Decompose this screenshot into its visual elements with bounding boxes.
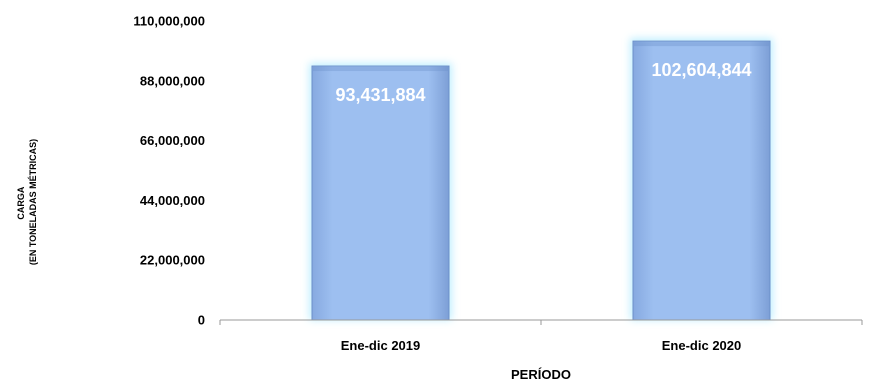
y-axis-title-line-2: (EN TONELADAS MÉTRICAS) — [28, 139, 38, 265]
y-axis-title: CARGA (EN TONELADAS MÉTRICAS) — [16, 139, 38, 265]
category-labels: Ene-dic 2019 Ene-dic 2020 — [341, 338, 742, 353]
x-axis-ticks — [219, 320, 863, 325]
y-axis-ticks: 0 22,000,000 44,000,000 66,000,000 88,000,00… — [133, 14, 205, 328]
bar-value-label: 102,604,844 — [651, 60, 751, 80]
bar — [311, 65, 450, 321]
bar-value-label: 93,431,884 — [335, 85, 425, 105]
y-axis-title-line-1: CARGA — [16, 186, 26, 219]
bar-bevel — [313, 67, 448, 72]
y-tick-label: 66,000,000 — [140, 133, 205, 148]
y-tick-label: 0 — [198, 313, 205, 328]
x-category-label: Ene-dic 2019 — [341, 338, 421, 353]
x-category-label: Ene-dic 2020 — [662, 338, 742, 353]
y-tick-label: 44,000,000 — [140, 193, 205, 208]
bar — [632, 40, 771, 321]
y-tick-label: 22,000,000 — [140, 253, 205, 268]
bar-bevel — [634, 42, 769, 47]
bars-group: 93,431,884 102,604,844 — [309, 38, 773, 321]
y-tick-label: 110,000,000 — [133, 14, 205, 29]
y-tick-label: 88,000,000 — [140, 73, 205, 88]
x-axis-title: PERÍODO — [511, 367, 571, 382]
